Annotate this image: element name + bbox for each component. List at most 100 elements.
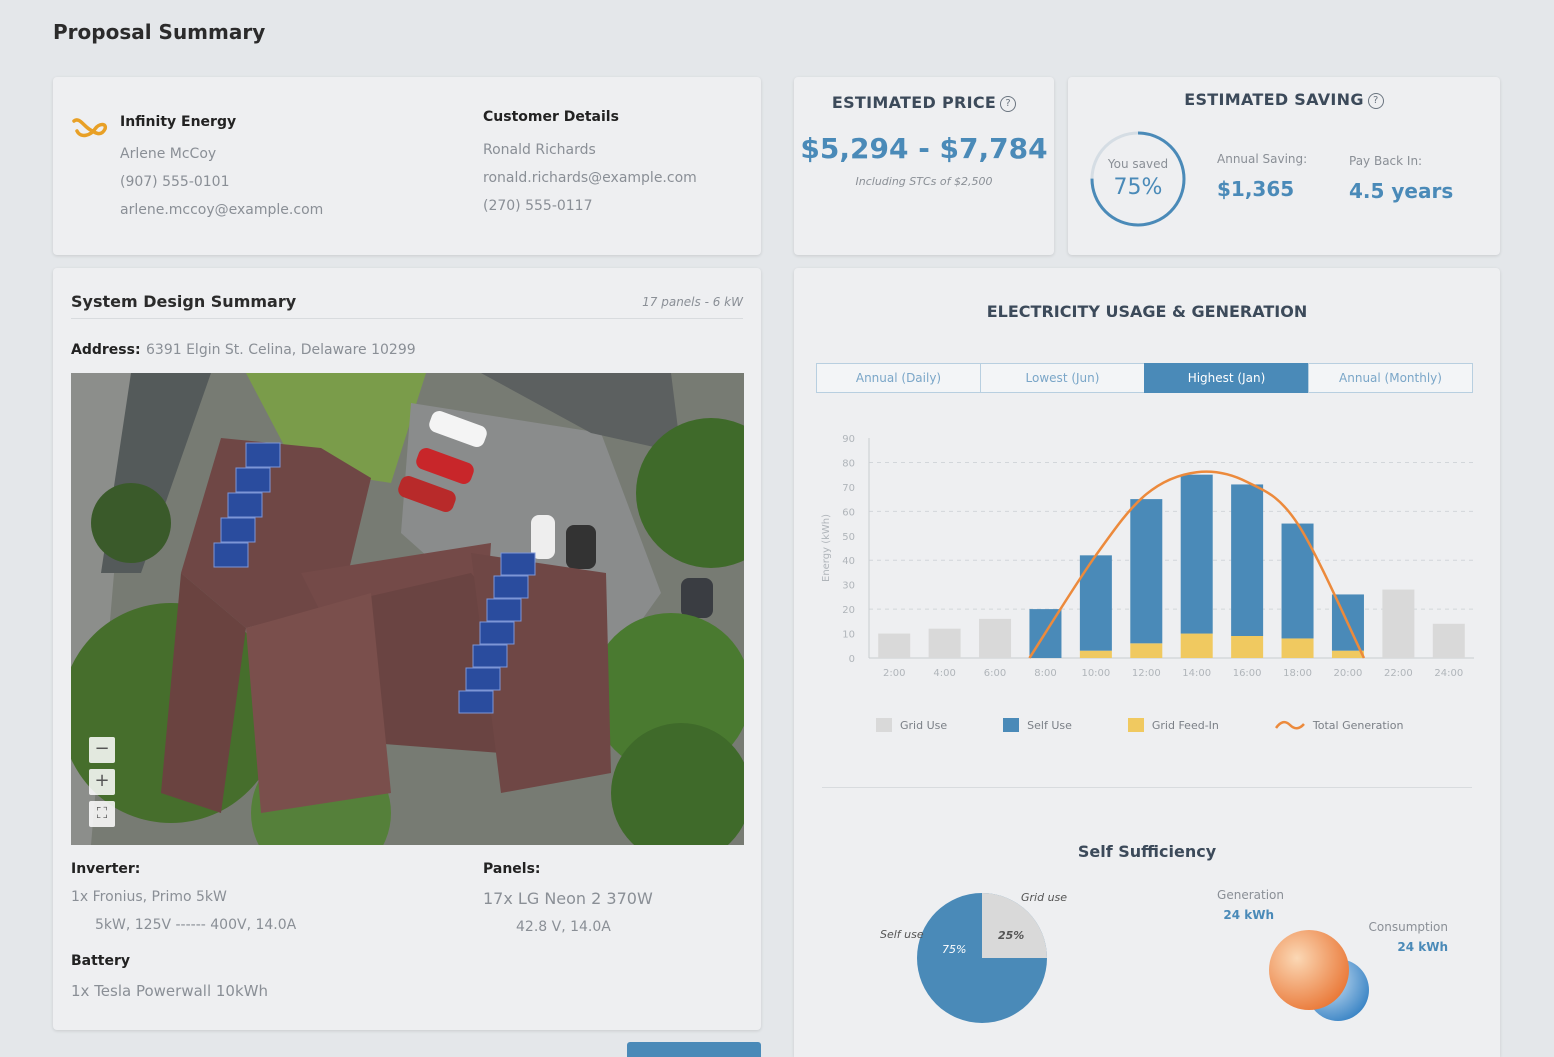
ring-value: 75% (1113, 175, 1163, 200)
generation-label: Generation (1217, 888, 1284, 902)
customer-details-title: Customer Details (483, 109, 619, 125)
chart-tabs: Annual (Daily) Lowest (Jun) Highest (Jan… (816, 363, 1473, 393)
x-tick-label: 20:00 (1334, 668, 1363, 679)
y-axis-label: Energy (kWh) (821, 514, 832, 582)
tab-highest-jan[interactable]: Highest (Jan) (1144, 363, 1309, 393)
estimated-saving-card: ESTIMATED SAVING? You saved 75% Annual S… (1068, 77, 1500, 255)
satellite-map[interactable]: − + ⛶ (71, 373, 744, 845)
divider (71, 318, 743, 319)
consumption-label: Consumption (1368, 920, 1448, 934)
tab-annual-daily[interactable]: Annual (Daily) (816, 363, 981, 393)
legend-total-generation: Total Generation (1274, 718, 1403, 732)
legend-self-use: Self Use (1003, 718, 1072, 732)
panels-line1: 17x LG Neon 2 370W (483, 889, 653, 908)
infinity-energy-logo-icon (72, 118, 108, 138)
x-tick-label: 12:00 (1132, 668, 1161, 679)
pie-grid-use-percent: 25% (998, 929, 1025, 942)
x-tick-label: 22:00 (1384, 668, 1413, 679)
pie-self-use-percent: 75% (942, 943, 967, 956)
estimated-saving-heading: ESTIMATED SAVING? (1068, 90, 1500, 109)
saving-ring (1090, 131, 1186, 227)
y-tick-label: 30 (842, 581, 855, 592)
consumption-value: 24 kWh (1397, 940, 1448, 954)
self-sufficiency-title: Self Sufficiency (1077, 842, 1217, 861)
design-meta: 17 panels - 6 kW (642, 295, 743, 309)
y-tick-label: 50 (842, 532, 855, 543)
bar-self-use (1231, 484, 1264, 636)
address-label: Address: (71, 342, 141, 358)
pie-slice-grid-use (982, 893, 1047, 958)
y-tick-label: 20 (842, 605, 855, 616)
zoom-in-button[interactable]: + (89, 769, 115, 795)
company-name: Infinity Energy (120, 114, 237, 130)
x-tick-label: 18:00 (1283, 668, 1312, 679)
bar-grid-use (928, 628, 961, 658)
payback-value: 4.5 years (1349, 179, 1454, 203)
tab-annual-monthly[interactable]: Annual (Monthly) (1308, 363, 1473, 393)
price-note: Including STCs of $2,500 (855, 175, 993, 188)
x-tick-label: 10:00 (1081, 668, 1110, 679)
legend-swatch (876, 718, 892, 732)
tab-lowest-jun[interactable]: Lowest (Jun) (980, 363, 1145, 393)
generation-consumption-venn (1219, 920, 1434, 1021)
bar-grid-feed-in (1231, 636, 1264, 658)
total-generation-line (1028, 470, 1366, 659)
y-tick-label: 40 (842, 556, 855, 567)
price-range: $5,294 - $7,784 (800, 132, 1048, 165)
customer-email: ronald.richards@example.com (483, 170, 697, 186)
bar-grid-use (878, 633, 911, 658)
satellite-image (71, 373, 744, 845)
company-email: arlene.mccoy@example.com (120, 202, 324, 218)
y-tick-label: 60 (842, 507, 855, 518)
bar-grid-use (979, 618, 1012, 658)
page-title: Proposal Summary (53, 20, 266, 44)
bottom-action-button[interactable] (627, 1042, 761, 1057)
contact-card: Infinity Energy Arlene McCoy (907) 555-0… (53, 77, 761, 255)
generation-value: 24 kWh (1223, 908, 1274, 922)
panels-label: Panels: (483, 861, 541, 877)
legend-grid-feed-in: Grid Feed-In (1127, 718, 1219, 732)
bar-self-use (1180, 474, 1213, 634)
chart-title: ELECTRICITY USAGE & GENERATION (986, 302, 1308, 321)
chart-legend: Grid Use Self Use Grid Feed-In Total Gen… (876, 718, 1459, 732)
x-tick-label: 8:00 (1034, 668, 1056, 679)
estimated-price-heading: ESTIMATED PRICE? (794, 93, 1054, 112)
legend-swatch (1127, 718, 1144, 732)
help-icon[interactable]: ? (1000, 96, 1017, 112)
zoom-out-button[interactable]: − (89, 737, 115, 763)
address-value: 6391 Elgin St. Celina, Delaware 10299 (146, 342, 416, 358)
self-sufficiency-pie (917, 893, 1047, 1023)
x-tick-label: 16:00 (1233, 668, 1262, 679)
bar-grid-feed-in (1079, 650, 1112, 658)
bar-grid-use (1432, 623, 1465, 658)
ring-label: You saved (1107, 157, 1169, 171)
help-icon[interactable]: ? (1367, 93, 1384, 109)
usage-generation-chart: 0 10 20 30 40 50 60 70 80 90 Energy (kWh) 2:00 4:00 6… (821, 434, 1474, 679)
inverter-label: Inverter: (71, 861, 141, 877)
legend-label: Grid Use (900, 718, 948, 732)
x-tick-label: 4:00 (933, 668, 955, 679)
annual-saving-label: Annual Saving: (1217, 152, 1308, 166)
panels-line2: 42.8 V, 14.0A (516, 919, 611, 935)
y-tick-label: 0 (849, 654, 855, 665)
fullscreen-button[interactable]: ⛶ (89, 801, 115, 827)
legend-label: Self Use (1027, 718, 1072, 732)
bar-self-use (1130, 499, 1163, 644)
legend-label: Grid Feed-In (1151, 718, 1219, 732)
x-tick-label: 14:00 (1182, 668, 1211, 679)
company-contact-name: Arlene McCoy (120, 146, 217, 162)
customer-phone: (270) 555-0117 (483, 198, 593, 214)
y-tick-label: 10 (842, 630, 855, 641)
pie-grid-use-label: Grid use (1021, 891, 1068, 904)
system-design-card: System Design Summary 17 panels - 6 kW A… (53, 268, 761, 1030)
battery-label: Battery (71, 953, 131, 969)
legend-line-icon (1274, 720, 1305, 730)
x-tick-label: 24:00 (1434, 668, 1463, 679)
battery-line1: 1x Tesla Powerwall 10kWh (71, 982, 268, 1000)
design-title: System Design Summary (71, 292, 297, 311)
electricity-chart-card: ELECTRICITY USAGE & GENERATION Annual (D… (794, 268, 1500, 1057)
x-tick-label: 6:00 (984, 668, 1006, 679)
estimated-price-card: ESTIMATED PRICE? $5,294 - $7,784 Includi… (794, 77, 1054, 255)
customer-name: Ronald Richards (483, 142, 596, 158)
legend-swatch (1003, 718, 1020, 732)
